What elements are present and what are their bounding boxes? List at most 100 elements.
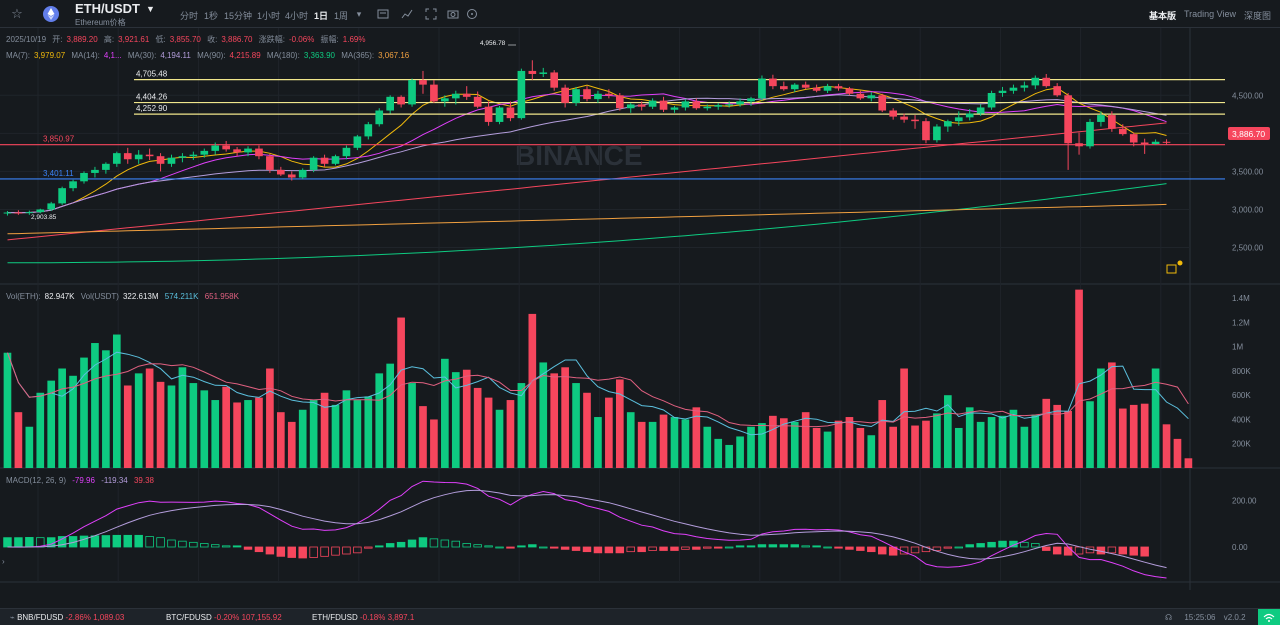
- candle: [812, 87, 821, 91]
- volume-bar: [747, 426, 755, 468]
- macd-bar: [943, 546, 953, 549]
- candle: [1129, 134, 1138, 143]
- macd-bar: [178, 540, 187, 548]
- candle: [211, 145, 220, 151]
- volume-bar: [14, 412, 23, 468]
- date-axis-label: 08/03: [271, 589, 292, 590]
- candle: [790, 84, 799, 90]
- macd-bar: [265, 546, 275, 555]
- clock-icon[interactable]: [463, 5, 481, 23]
- indicator-icon[interactable]: [398, 5, 416, 23]
- candle: [397, 96, 405, 105]
- macd-bar: [156, 537, 165, 548]
- chart-area[interactable]: BINANCE 4,705.48 4,404.26 4,252.90 3,850.97…: [0, 28, 1280, 599]
- star-icon[interactable]: ☆: [11, 6, 23, 21]
- interval-1h[interactable]: 1小时: [257, 11, 281, 21]
- date-label: 2025/10/19: [6, 35, 47, 44]
- candle: [331, 156, 340, 164]
- tab-tradingview[interactable]: Trading View: [1184, 9, 1237, 19]
- volume-bar: [1162, 424, 1171, 468]
- macd-bar: [801, 545, 810, 548]
- volume-bar: [605, 397, 613, 468]
- macd-bar: [965, 544, 974, 548]
- volume-bar: [900, 368, 908, 468]
- candle: [714, 105, 723, 107]
- macd-bar: [878, 546, 887, 555]
- candle: [25, 212, 34, 214]
- caret-down-icon[interactable]: ▼: [146, 4, 155, 14]
- headset-icon: ☊: [1165, 613, 1173, 622]
- volume-bar: [1031, 414, 1040, 468]
- low-label: 低:: [155, 35, 166, 44]
- volume-bars: [3, 289, 1193, 468]
- candle: [342, 147, 351, 157]
- alert-dot-icon[interactable]: [1177, 260, 1183, 266]
- volume-ma-lines: [7, 351, 1189, 436]
- macd-bar: [353, 546, 362, 554]
- macd-bar: [1063, 546, 1073, 556]
- volume-bar: [779, 418, 788, 468]
- macd-bar: [670, 546, 679, 551]
- amp-label: 振幅:: [320, 35, 339, 44]
- macd-bar: [549, 546, 559, 549]
- ticker-btc[interactable]: BTC/FDUSD -0.20% 107,155.92: [166, 613, 282, 622]
- macd-bar: [232, 545, 242, 548]
- collapse-icon[interactable]: ›: [2, 557, 5, 566]
- macd-bar: [998, 540, 1007, 548]
- ticker-eth[interactable]: ETH/FDUSD -0.18% 3,897.1: [312, 613, 415, 622]
- candle: [156, 156, 165, 164]
- candle: [1031, 77, 1040, 86]
- alert-icon[interactable]: [1166, 264, 1177, 274]
- interval-4h[interactable]: 4小时: [285, 11, 309, 21]
- candle: [484, 106, 493, 122]
- date-axis-label: 09/07: [672, 589, 693, 590]
- volume-bar: [222, 386, 230, 468]
- interval-15m[interactable]: 15分钟: [224, 11, 253, 21]
- volume-bar: [626, 412, 635, 468]
- change-value: -0.06%: [288, 35, 315, 44]
- date-axis-label: 08/31: [591, 589, 612, 590]
- tab-depth[interactable]: 深度图: [1244, 11, 1272, 21]
- symbol-title[interactable]: ETH/USDT: [75, 1, 140, 16]
- candle: [769, 78, 777, 87]
- ma90-line: [7, 122, 1167, 241]
- current-price-label: 3,886.70: [1232, 129, 1265, 139]
- ma-row: MA(7): 3,979.07 MA(14): 4,1... MA(30): 4,19…: [6, 51, 413, 60]
- fullscreen-icon[interactable]: [422, 5, 440, 23]
- vol-eth-label: Vol(ETH):: [6, 292, 41, 301]
- candle: [200, 150, 209, 155]
- settings-icon[interactable]: [374, 5, 392, 23]
- candle: [309, 157, 318, 170]
- chevron-down-icon[interactable]: ▾: [356, 8, 362, 19]
- volume-bar: [714, 438, 723, 468]
- scale-icon[interactable]: ⇵: [1246, 589, 1254, 599]
- macd-bar: [440, 539, 450, 548]
- candle: [419, 80, 427, 85]
- ma180-line: [7, 183, 1167, 264]
- change-label: 涨跌幅:: [258, 35, 285, 44]
- macd-label: MACD(12, 26, 9): [6, 476, 67, 485]
- macd-bar: [768, 544, 778, 548]
- level-label: 3,401.11: [43, 169, 74, 178]
- macd-row: MACD(12, 26, 9) -79.96 -119.34 39.38: [6, 476, 158, 485]
- candle: [648, 100, 657, 107]
- interval-1w[interactable]: 1周: [334, 11, 349, 21]
- macd-bar: [1020, 541, 1029, 548]
- date-axis-label: 09/28: [912, 589, 933, 590]
- interval-1d[interactable]: 1日: [314, 11, 329, 21]
- chart-svg[interactable]: BINANCE 4,705.484,404.264,252.903,850.97…: [0, 28, 1280, 599]
- volume-bar: [878, 400, 887, 468]
- candle: [878, 95, 887, 111]
- candle: [69, 181, 77, 189]
- volume-bar: [539, 362, 548, 468]
- volume-bar: [287, 421, 296, 468]
- tab-basic[interactable]: 基本版: [1149, 11, 1177, 21]
- camera-icon[interactable]: [444, 5, 462, 23]
- candle: [987, 93, 996, 108]
- volume-bar: [517, 383, 526, 468]
- interval-1s[interactable]: 1秒: [204, 11, 219, 21]
- interval-time[interactable]: 分时: [180, 11, 199, 21]
- ticker-bar: ⌁ BNB/FDUSD -2.86% 1,089.03 BTC/FDUSD -0…: [0, 608, 1280, 625]
- candle: [550, 72, 559, 88]
- ticker-bnb[interactable]: ⌁ BNB/FDUSD -2.86% 1,089.03: [10, 613, 125, 622]
